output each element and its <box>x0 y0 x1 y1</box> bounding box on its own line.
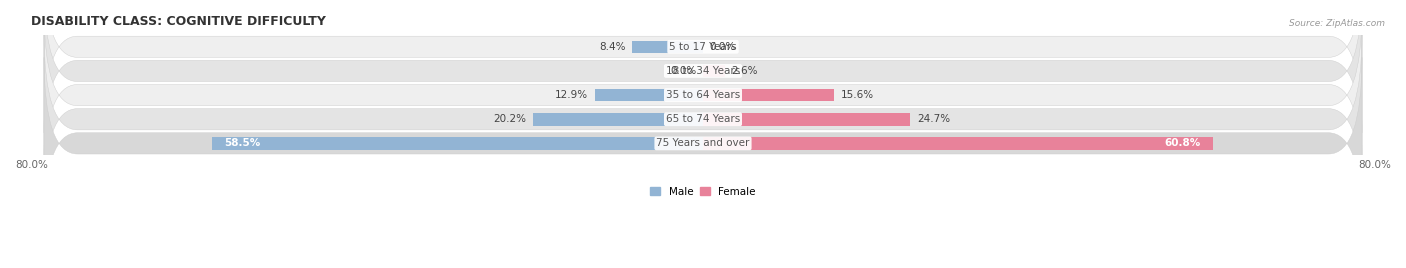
FancyBboxPatch shape <box>44 9 1362 181</box>
FancyBboxPatch shape <box>44 0 1362 157</box>
FancyBboxPatch shape <box>44 57 1362 229</box>
Text: 75 Years and over: 75 Years and over <box>657 138 749 148</box>
FancyBboxPatch shape <box>44 33 1362 205</box>
Bar <box>633 40 703 53</box>
Text: 8.4%: 8.4% <box>599 42 626 52</box>
Text: 0.0%: 0.0% <box>671 66 696 76</box>
Bar <box>703 65 725 77</box>
Text: 24.7%: 24.7% <box>917 114 950 124</box>
Bar <box>703 113 910 125</box>
Text: 35 to 64 Years: 35 to 64 Years <box>666 90 740 100</box>
Text: 2.6%: 2.6% <box>731 66 758 76</box>
Bar <box>703 137 1213 150</box>
Text: 12.9%: 12.9% <box>555 90 588 100</box>
FancyBboxPatch shape <box>44 0 1362 133</box>
Text: 0.0%: 0.0% <box>710 42 735 52</box>
Text: 5 to 17 Years: 5 to 17 Years <box>669 42 737 52</box>
Bar <box>533 113 703 125</box>
Text: 18 to 34 Years: 18 to 34 Years <box>666 66 740 76</box>
Text: 58.5%: 58.5% <box>225 138 260 148</box>
Text: 15.6%: 15.6% <box>841 90 873 100</box>
Bar <box>595 89 703 101</box>
Text: 60.8%: 60.8% <box>1164 138 1201 148</box>
Text: 65 to 74 Years: 65 to 74 Years <box>666 114 740 124</box>
Bar <box>212 137 703 150</box>
Text: 20.2%: 20.2% <box>494 114 527 124</box>
Text: DISABILITY CLASS: COGNITIVE DIFFICULTY: DISABILITY CLASS: COGNITIVE DIFFICULTY <box>31 15 326 28</box>
Text: Source: ZipAtlas.com: Source: ZipAtlas.com <box>1289 19 1385 28</box>
Bar <box>703 89 834 101</box>
Legend: Male, Female: Male, Female <box>645 183 761 201</box>
